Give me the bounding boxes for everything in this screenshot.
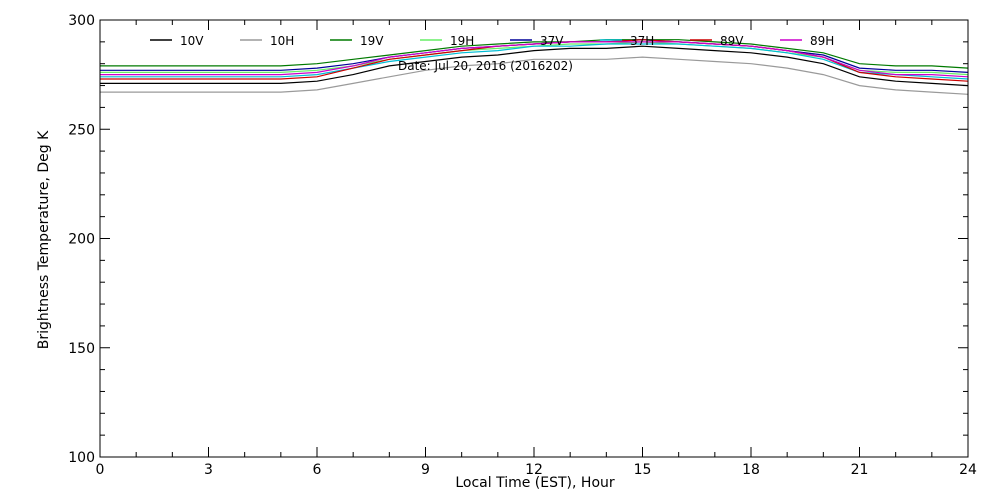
series-line-19v	[100, 39, 969, 69]
x-tick-label: 24	[959, 462, 977, 478]
plot-frame	[99, 19, 969, 458]
x-tick-label: 0	[96, 462, 105, 478]
x-tick-label: 12	[525, 462, 543, 478]
x-tick-label: 9	[421, 462, 430, 478]
x-axis-label: Local Time (EST), Hour	[455, 475, 615, 491]
x-tick-label: 3	[204, 462, 213, 478]
legend-label-89v: 89V	[720, 34, 744, 48]
axes-layer	[99, 19, 969, 458]
x-tick-label: 21	[851, 462, 869, 478]
y-tick-label: 300	[68, 13, 95, 29]
x-tick-label: 18	[742, 462, 760, 478]
legend-label-10v: 10V	[180, 34, 204, 48]
series-line-89h	[100, 41, 969, 78]
series-line-10h	[100, 56, 969, 95]
legend-label-10h: 10H	[270, 34, 294, 48]
series-line-37h	[100, 43, 969, 80]
legend-label-37v: 37V	[540, 34, 564, 48]
ticks-layer: 0 3 6 9 12 15 18 21 24 100 150 200 250 300	[68, 13, 977, 478]
y-axis-label: Brightness Temperature, Deg K	[36, 130, 52, 349]
legend-label-19v: 19V	[360, 34, 384, 48]
x-tick-label: 15	[634, 462, 652, 478]
x-tick-label: 6	[313, 462, 322, 478]
legend-label-89h: 89H	[810, 34, 834, 48]
y-tick-label: 250	[68, 122, 95, 138]
y-tick-label: 150	[68, 341, 95, 357]
series-layer	[100, 39, 969, 95]
series-line-10v	[100, 45, 969, 87]
date-annotation: Date: Jul 20, 2016 (2016202)	[398, 59, 573, 73]
legend: 10V 10H 19V 19H 37V 37H 89V 89H	[150, 34, 834, 48]
legend-label-19h: 19H	[450, 34, 474, 48]
legend-label-37h: 37H	[630, 34, 654, 48]
y-tick-label: 100	[68, 450, 95, 466]
y-tick-label: 200	[68, 232, 95, 248]
